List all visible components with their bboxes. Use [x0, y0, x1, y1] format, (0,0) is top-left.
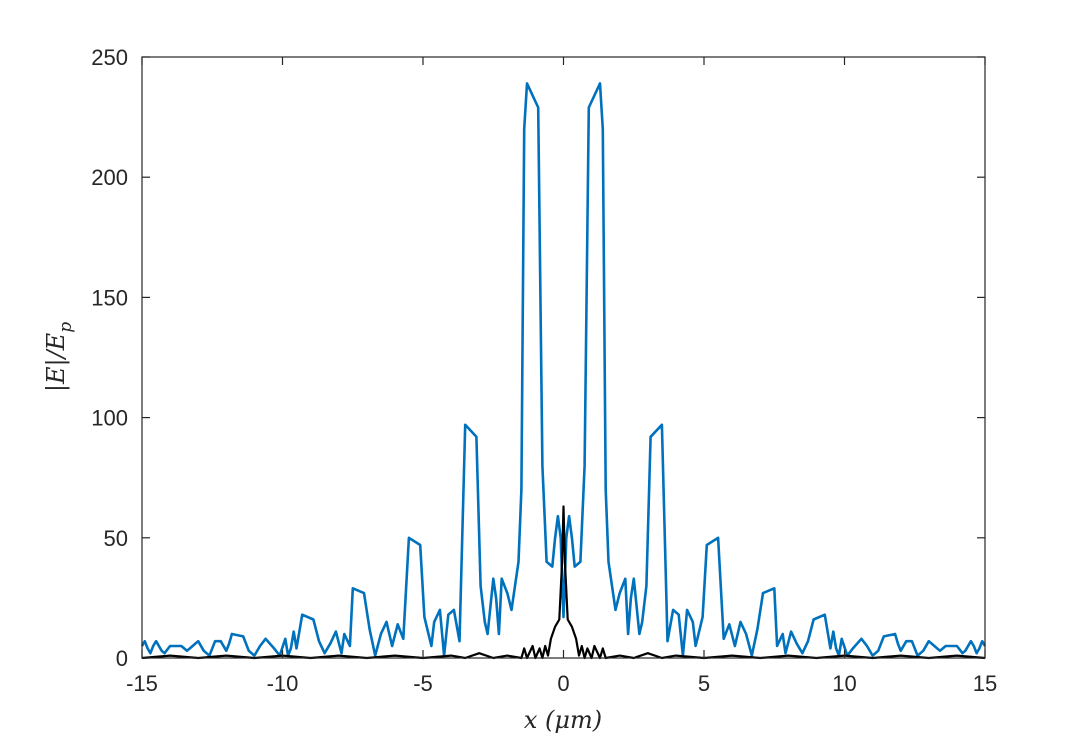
x-tick-label: -15 — [126, 671, 158, 696]
y-axis-label-main: |E|/E — [42, 332, 71, 392]
y-tick-label: 200 — [91, 165, 128, 190]
x-tick-label: -5 — [413, 671, 433, 696]
series-layer — [140, 82, 987, 660]
x-axis-label: x (μm) — [524, 706, 602, 734]
series-line-1 — [140, 82, 987, 657]
x-tick-label: -10 — [267, 671, 299, 696]
x-tick-label: 10 — [832, 671, 856, 696]
y-tick-label: 250 — [91, 45, 128, 70]
y-tick-label: 150 — [91, 285, 128, 310]
y-ticks: 0 50 100 150 200 250 — [91, 45, 985, 671]
x-ticks: -15 -10 -5 0 5 10 15 — [126, 57, 997, 696]
y-tick-label: 100 — [91, 406, 128, 431]
x-tick-label: 0 — [557, 671, 569, 696]
y-tick-label: 50 — [104, 526, 128, 551]
series-line-2 — [141, 505, 986, 660]
y-tick-label: 0 — [116, 646, 128, 671]
y-axis-label-subscript: p — [56, 322, 76, 333]
plot-area — [142, 57, 985, 658]
x-tick-label: 15 — [973, 671, 997, 696]
x-tick-label: 5 — [698, 671, 710, 696]
y-axis-label: |E|/Ep — [42, 322, 76, 392]
